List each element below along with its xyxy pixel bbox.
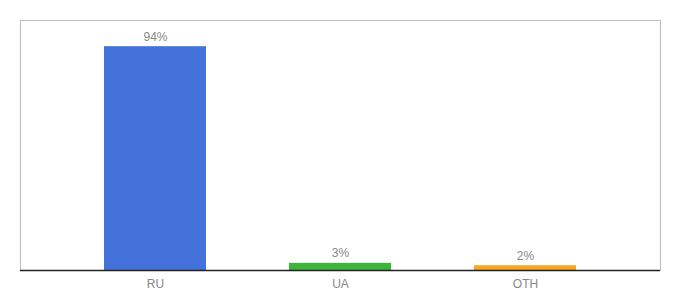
svg-text:OTH: OTH (513, 277, 538, 291)
svg-text:UA: UA (332, 277, 349, 291)
svg-text:3%: 3% (332, 246, 350, 260)
svg-text:2%: 2% (517, 249, 535, 263)
svg-text:94%: 94% (143, 30, 167, 44)
svg-text:RU: RU (147, 277, 164, 291)
